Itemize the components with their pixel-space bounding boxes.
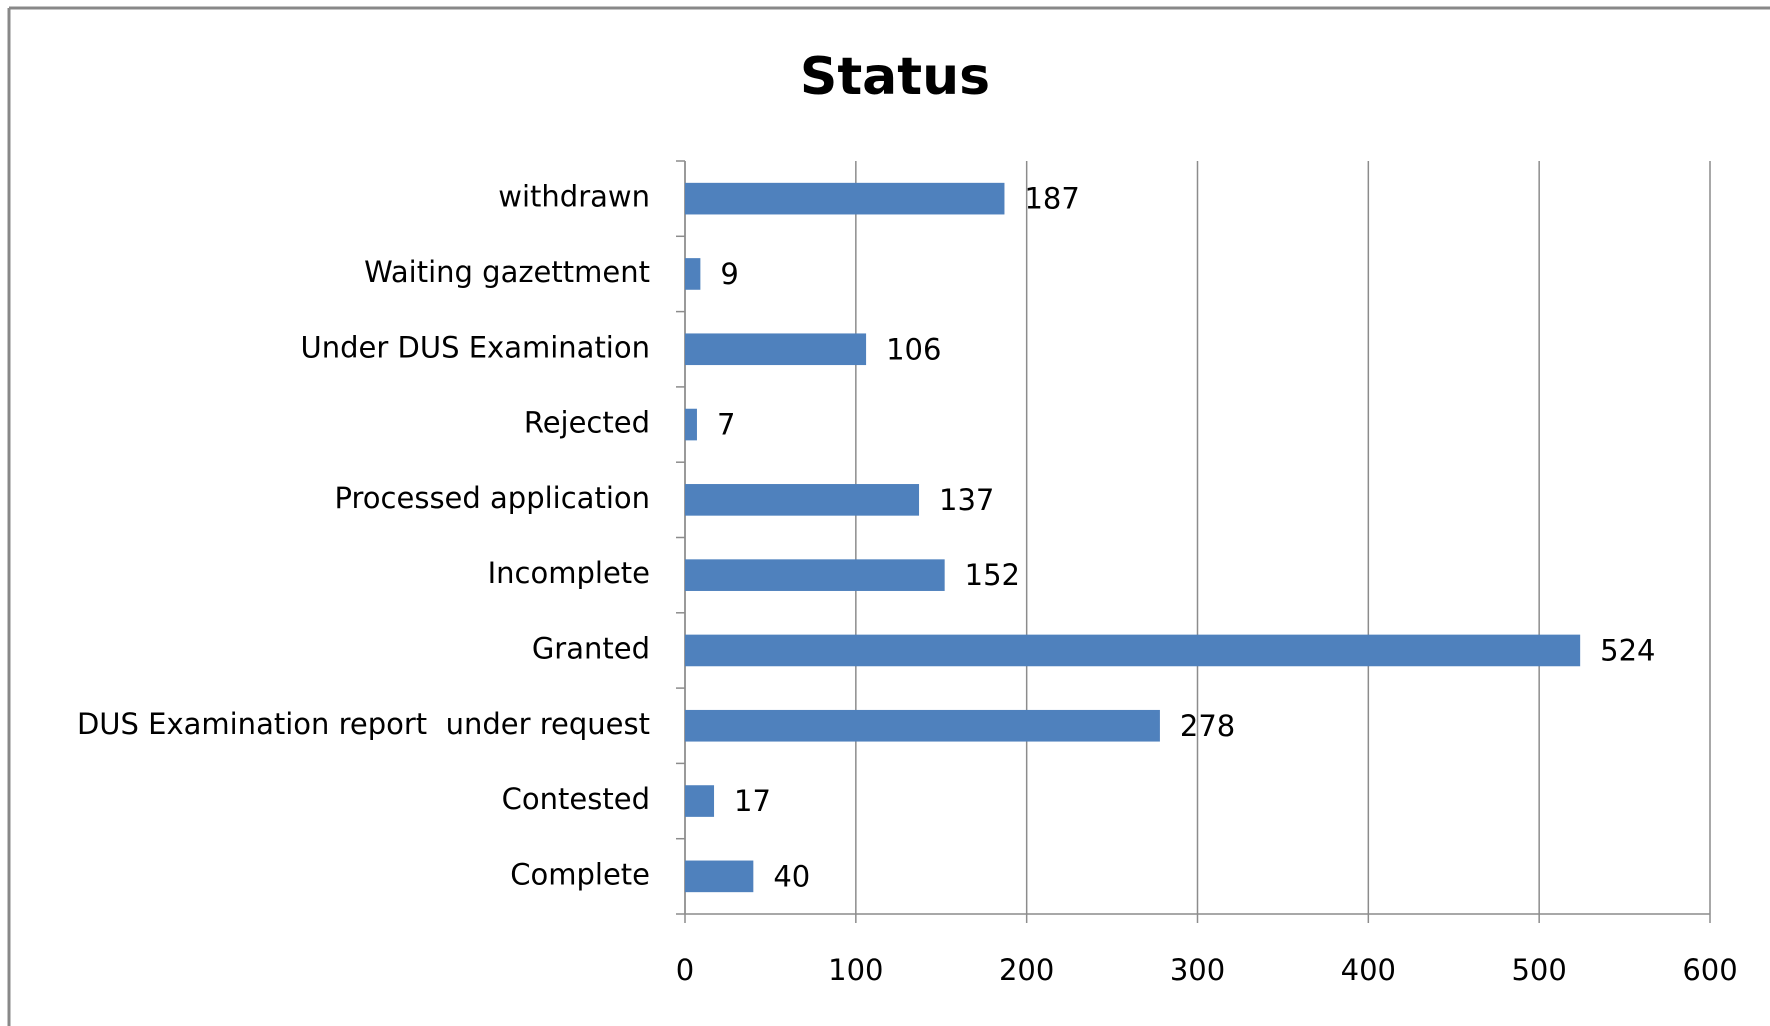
x-tick-label: 300 — [1170, 953, 1225, 987]
bar — [685, 182, 1005, 215]
x-tick-label: 200 — [999, 953, 1054, 987]
y-tick-label: Contested — [502, 782, 650, 816]
y-tick-label: Complete — [510, 857, 650, 891]
y-tick-label: Rejected — [524, 406, 650, 440]
data-label: 524 — [1600, 633, 1655, 667]
data-label: 106 — [886, 332, 941, 366]
x-tick-label: 400 — [1341, 953, 1396, 987]
y-tick-label: Under DUS Examination — [301, 330, 650, 364]
bar — [685, 484, 920, 516]
x-tick-label: 600 — [1682, 953, 1737, 987]
data-label: 40 — [773, 859, 810, 893]
data-label: 152 — [965, 558, 1020, 592]
data-label: 187 — [1024, 182, 1079, 216]
y-tick-label: Waiting gazettment — [364, 255, 650, 289]
y-tick-label: Incomplete — [488, 556, 650, 590]
data-label: 17 — [734, 784, 771, 818]
x-tick-label: 500 — [1511, 953, 1566, 987]
data-label: 278 — [1180, 709, 1235, 743]
data-label: 7 — [717, 408, 735, 442]
y-tick-label: DUS Examination report under request — [77, 707, 650, 741]
chart-title: Status — [800, 47, 990, 107]
bar — [685, 559, 945, 591]
bar — [685, 333, 867, 366]
bar — [685, 860, 754, 893]
bar — [685, 634, 1581, 667]
data-label: 137 — [939, 483, 994, 517]
x-tick-label: 100 — [828, 953, 883, 987]
bar — [685, 408, 697, 441]
bar — [685, 785, 715, 817]
x-tick-label: 0 — [676, 953, 694, 987]
bar — [685, 709, 1160, 742]
y-tick-label: Granted — [532, 631, 650, 665]
y-tick-label: withdrawn — [498, 180, 650, 214]
bar — [685, 258, 701, 290]
data-label: 9 — [720, 257, 738, 291]
y-tick-label: Processed application — [335, 481, 650, 515]
